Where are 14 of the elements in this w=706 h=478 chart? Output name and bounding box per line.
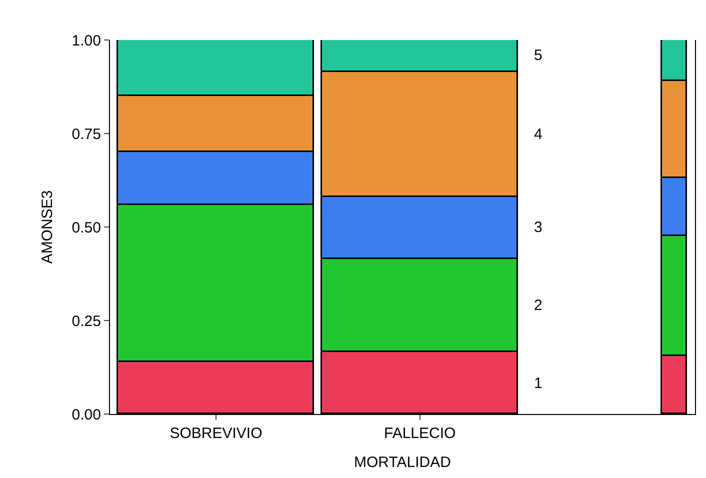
y-tick-label: 0.25 — [72, 312, 101, 330]
y-axis-title: AMONSE3 — [39, 190, 56, 264]
y-tick-label: 0.75 — [72, 126, 101, 143]
x-tick-label: FALLECIO — [384, 425, 456, 442]
series-label: 2 — [534, 297, 542, 314]
y-tick-label: 0.50 — [72, 219, 101, 236]
series-label: 4 — [534, 126, 542, 143]
y-tick-label: 1.00 — [72, 32, 101, 50]
series-label: 1 — [534, 375, 542, 392]
y-tick-label: 0.00 — [72, 406, 101, 424]
x-axis-title: MORTALIDAD — [354, 454, 452, 471]
series-label: 5 — [534, 47, 542, 64]
x-tick-label: SOBREVIVIO — [170, 425, 262, 442]
series-label: 3 — [534, 219, 542, 236]
